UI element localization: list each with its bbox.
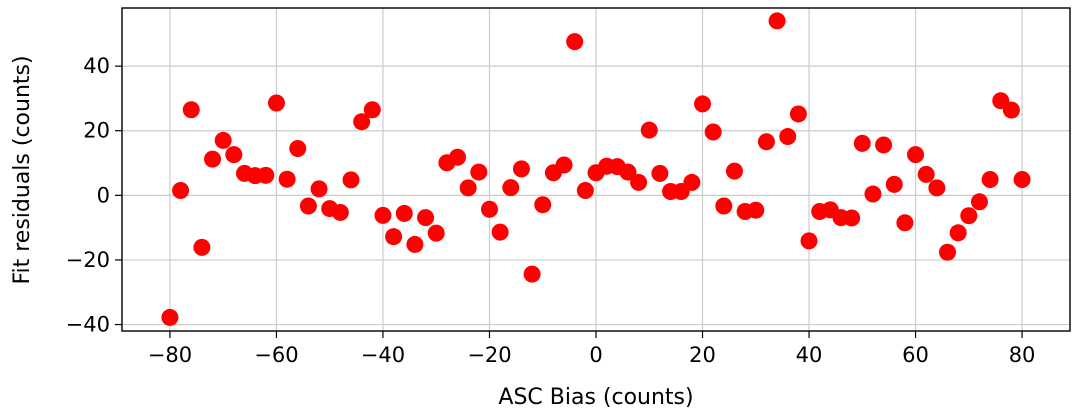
x-tick-label: −80 [148, 343, 192, 367]
data-point [480, 200, 498, 218]
data-point [800, 232, 818, 250]
data-point [566, 33, 584, 51]
data-point [864, 185, 882, 203]
data-point [214, 131, 232, 149]
data-point [193, 238, 211, 256]
data-point [789, 105, 807, 123]
x-tick-label: 60 [902, 343, 929, 367]
x-tick-label: 20 [689, 343, 716, 367]
data-point [289, 140, 307, 158]
data-point [630, 173, 648, 191]
data-point [843, 209, 861, 227]
x-tick-label: 80 [1009, 343, 1036, 367]
data-point [534, 196, 552, 214]
data-point [417, 209, 435, 227]
data-point [939, 243, 957, 261]
data-point [385, 228, 403, 246]
data-point [512, 160, 530, 178]
data-point [694, 95, 712, 113]
x-tick-label: −60 [254, 343, 298, 367]
y-tick-label: 40 [83, 54, 110, 78]
data-point [907, 146, 925, 164]
y-axis-label: Fit residuals (counts) [10, 55, 35, 284]
x-tick-label: 40 [796, 343, 823, 367]
data-point [204, 150, 222, 168]
data-point [342, 171, 360, 189]
data-point [310, 180, 328, 198]
data-point [779, 128, 797, 146]
points-layer [161, 12, 1031, 326]
data-point [640, 121, 658, 139]
data-point [960, 207, 978, 225]
data-point [278, 170, 296, 188]
data-point [182, 101, 200, 119]
y-tick-label: −40 [66, 313, 110, 337]
data-point [267, 94, 285, 112]
data-point [331, 203, 349, 221]
data-point [395, 204, 413, 222]
y-tick-label: 20 [83, 119, 110, 143]
data-point [704, 123, 722, 141]
data-point [257, 166, 275, 184]
data-point [353, 113, 371, 131]
data-point [725, 162, 743, 180]
data-point [928, 179, 946, 197]
data-point [619, 163, 637, 181]
data-point [853, 134, 871, 152]
data-point [576, 181, 594, 199]
data-point [875, 136, 893, 154]
data-point [896, 214, 914, 232]
data-point [715, 197, 733, 215]
data-point [374, 206, 392, 224]
data-point [970, 193, 988, 211]
data-point [683, 173, 701, 191]
data-point [768, 12, 786, 30]
data-point [555, 156, 573, 174]
data-point [502, 179, 520, 197]
data-point [299, 197, 317, 215]
data-point [949, 224, 967, 242]
data-point [651, 164, 669, 182]
data-point [427, 224, 445, 242]
data-point [1013, 171, 1031, 189]
data-point [757, 133, 775, 151]
data-point [885, 175, 903, 193]
data-point [747, 201, 765, 219]
data-point [449, 148, 467, 166]
data-point [406, 235, 424, 253]
ticks-layer: −80 −60 −40 −20 0 20 40 60 80 −40 −20 0 20 40 [66, 54, 1036, 367]
x-axis-label: ASC Bias (counts) [498, 385, 693, 410]
data-point [161, 308, 179, 326]
data-point [459, 179, 477, 197]
y-tick-label: −20 [66, 248, 110, 272]
data-point [470, 163, 488, 181]
data-point [491, 223, 509, 241]
data-point [523, 265, 541, 283]
x-tick-label: −20 [467, 343, 511, 367]
data-point [225, 146, 243, 164]
data-point [172, 181, 190, 199]
data-point [981, 171, 999, 189]
data-point [917, 165, 935, 183]
grid-layer [122, 8, 1070, 331]
x-tick-label: −40 [361, 343, 405, 367]
x-tick-label: 0 [589, 343, 602, 367]
data-point [1002, 101, 1020, 119]
y-tick-label: 0 [97, 183, 110, 207]
data-point [363, 101, 381, 119]
